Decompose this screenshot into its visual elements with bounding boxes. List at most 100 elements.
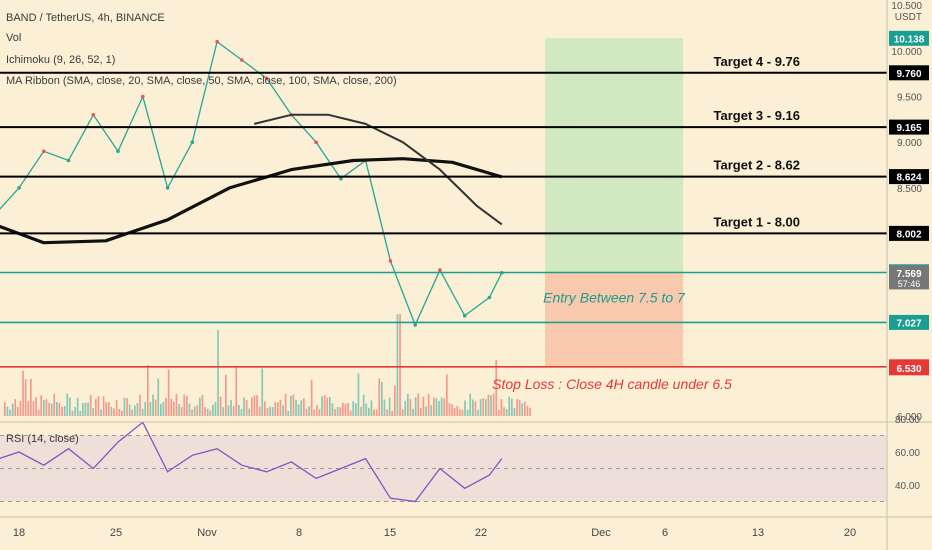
volume-bar	[329, 396, 331, 416]
price-point	[116, 149, 120, 154]
volume-bar	[180, 406, 183, 416]
time-tick-label: Dec	[591, 527, 611, 539]
volume-bar	[396, 314, 399, 416]
volume-bar	[414, 397, 417, 416]
volume-bar	[443, 398, 446, 416]
volume-bar	[383, 399, 386, 416]
volume-bar	[71, 410, 74, 416]
volume-bar	[56, 402, 58, 416]
time-tick-label: Nov	[197, 527, 217, 539]
volume-bar	[381, 381, 383, 416]
ma200-line	[0, 157, 503, 245]
volume-bar	[513, 408, 516, 416]
volume-bar	[292, 394, 295, 416]
time-tick-label: 15	[384, 527, 396, 539]
volume-bar	[500, 399, 503, 416]
volume-bar	[474, 401, 477, 416]
volume-bar	[511, 398, 513, 416]
volume-bar	[336, 407, 339, 416]
volume-bar	[279, 399, 282, 416]
volume-bar	[399, 314, 401, 416]
price-point	[17, 186, 21, 190]
volume-bar	[360, 406, 362, 416]
volume-bar	[391, 410, 394, 416]
time-tick-label: 20	[844, 527, 856, 539]
volume-bar	[313, 409, 316, 416]
volume-bar	[113, 408, 115, 416]
volume-bar	[66, 393, 69, 416]
rsi-legend: RSI (14, close)	[6, 433, 79, 445]
price-point	[339, 176, 343, 181]
volume-bar	[212, 404, 214, 416]
volume-bar	[102, 396, 105, 416]
volume-bar	[245, 400, 248, 416]
volume-bar	[412, 408, 414, 416]
volume-bar	[490, 395, 492, 416]
volume-bar	[235, 366, 238, 416]
volume-bar	[100, 409, 102, 416]
volume-bar	[430, 405, 433, 416]
volume-bar	[89, 394, 92, 416]
volume-bar	[407, 393, 409, 416]
volume-bar	[318, 409, 321, 416]
volume-bar	[11, 403, 14, 416]
volume-bar	[186, 396, 188, 416]
price-point	[190, 140, 195, 144]
volume-bar	[170, 398, 173, 416]
volume-bar	[69, 397, 71, 416]
volume-bar	[420, 407, 422, 416]
time-tick-label: 25	[110, 527, 122, 539]
volume-bar	[440, 397, 443, 416]
volume-bar	[4, 402, 6, 416]
volume-bar	[30, 379, 32, 416]
volume-bar	[339, 407, 342, 416]
volume-bar	[303, 398, 305, 416]
volume-bar	[295, 399, 297, 416]
price-tick-label: 10.000	[891, 47, 922, 58]
volume-bar	[230, 399, 232, 416]
volume-bar	[290, 395, 292, 416]
volume-bar	[264, 401, 266, 416]
price-point	[42, 149, 46, 154]
volume-bar	[516, 399, 518, 416]
time-tick-label: 13	[752, 527, 764, 539]
volume-bar	[526, 405, 529, 416]
volume-bar	[479, 399, 482, 416]
level-label: Target 3 - 9.16	[714, 108, 800, 123]
volume-bar	[492, 393, 495, 416]
price-point	[165, 186, 170, 190]
volume-bar	[243, 397, 245, 416]
price-point	[91, 113, 96, 117]
price-point	[438, 268, 442, 272]
volume-bar	[344, 403, 347, 416]
price-badge	[889, 360, 929, 376]
volume-bar	[435, 398, 438, 416]
volume-bar	[79, 410, 82, 416]
volume-bar	[282, 405, 284, 416]
volume-bar	[115, 399, 118, 416]
volume-bar	[141, 408, 144, 416]
volume-bar	[258, 406, 261, 416]
volume-bar	[297, 404, 300, 416]
volume-bar	[505, 408, 508, 416]
price-point	[487, 295, 492, 300]
volume-bar	[154, 399, 157, 416]
volume-bar	[394, 385, 396, 416]
volume-bar	[357, 373, 360, 416]
volume-bar	[14, 399, 17, 416]
volume-bar	[209, 410, 212, 416]
volume-bar	[495, 359, 498, 416]
volume-bar	[76, 397, 79, 416]
volume-bar	[388, 397, 391, 416]
volume-bar	[300, 400, 303, 416]
price-point	[462, 313, 467, 318]
price-tick-label: 9.000	[897, 138, 922, 149]
volume-bar	[240, 408, 243, 416]
volume-bar	[45, 399, 48, 416]
price-badge	[889, 65, 929, 81]
volume-bar	[152, 394, 154, 416]
volume-bar	[256, 395, 258, 416]
volume-bar	[121, 410, 123, 416]
